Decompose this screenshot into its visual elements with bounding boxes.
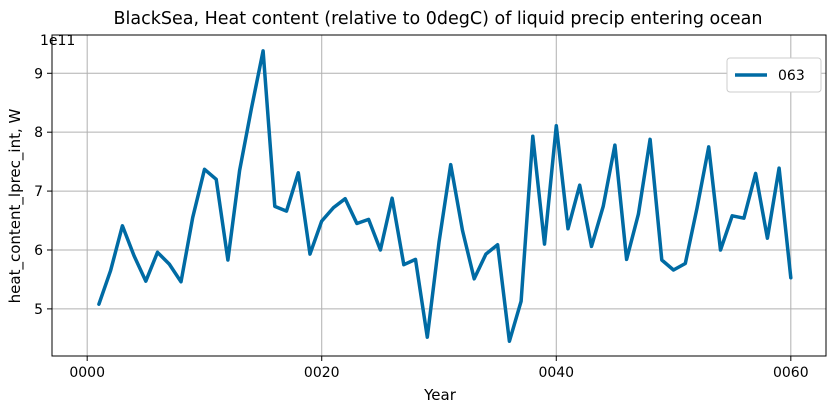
- y-tick-label: 6: [34, 243, 43, 259]
- legend: 063: [726, 57, 822, 93]
- chart-title: BlackSea, Heat content (relative to 0deg…: [114, 9, 763, 29]
- x-tick-label: 0020: [304, 365, 340, 381]
- y-tick-label: 9: [34, 66, 43, 82]
- y-tick-label: 7: [34, 184, 43, 200]
- series-lines: [97, 49, 793, 344]
- series-line-063: [97, 49, 793, 344]
- legend-box: [726, 57, 822, 93]
- legend-label: 063: [778, 68, 805, 84]
- x-tick-label: 0060: [773, 365, 809, 381]
- plot-area: [51, 34, 827, 357]
- y-axis-label: heat_content_lprec_int, W: [6, 109, 25, 304]
- x-axis-label: Year: [423, 386, 457, 404]
- y-tick-label: 8: [34, 125, 43, 141]
- grid-lines: [52, 35, 826, 356]
- x-tick-label: 0000: [69, 365, 105, 381]
- x-tick-label: 0040: [538, 365, 574, 381]
- y-tick-label: 5: [34, 302, 43, 318]
- y-axis: 5 6 7 8 9: [34, 66, 52, 318]
- x-axis: 0000 0020 0040 0060: [69, 356, 809, 381]
- y-axis-offset-label: 1e11: [40, 33, 75, 49]
